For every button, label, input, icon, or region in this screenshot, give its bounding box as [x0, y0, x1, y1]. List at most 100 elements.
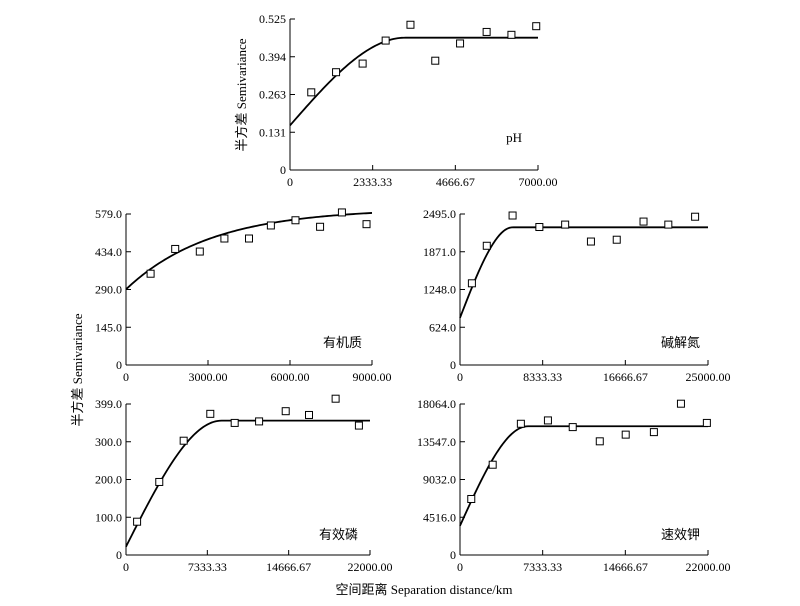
data-point: [595, 437, 604, 446]
x-tick-label: 16666.67: [603, 370, 648, 384]
x-tick-label: 3000.00: [189, 370, 228, 384]
y-tick-label: 100.0: [95, 510, 122, 524]
data-point: [649, 428, 658, 437]
panel-name-label: pH: [506, 130, 522, 145]
x-tick-label: 6000.00: [271, 370, 310, 384]
data-point: [307, 88, 316, 97]
y-tick-label: 434.0: [95, 245, 122, 259]
data-point: [305, 410, 313, 419]
data-point: [220, 234, 229, 243]
x-tick-label: 8333.33: [523, 370, 562, 384]
data-point: [354, 421, 363, 430]
x-tick-label: 7333.33: [523, 560, 562, 574]
chart-panel-om: 0 145.0 290.0 434.0 579.0 0 3000.00 6000.00 9000…: [95, 207, 392, 384]
fitted-model-curve: [289, 36, 538, 127]
y-tick-label: 290.0: [95, 283, 122, 297]
data-point: [316, 222, 325, 231]
data-point: [639, 217, 648, 226]
x-tick-label: 4666.67: [436, 175, 475, 189]
y-tick-label: 399.0: [95, 397, 122, 411]
data-point: [195, 247, 204, 256]
fitted-model-curve: [125, 212, 373, 291]
y-tick-label: 0.394: [259, 50, 286, 64]
fitted-model-curve: [125, 419, 370, 548]
data-point: [516, 419, 525, 428]
data-point: [245, 234, 253, 243]
y-axis-label: 半方差 Semivariance: [234, 38, 249, 151]
y-tick-label: 579.0: [95, 207, 122, 221]
data-point: [331, 394, 340, 403]
data-point: [561, 220, 570, 229]
data-point: [543, 416, 552, 425]
x-tick-label: 25000.00: [686, 370, 731, 384]
x-tick-label: 0: [287, 175, 293, 189]
y-tick-label: 13547.0: [417, 435, 456, 449]
data-point: [612, 235, 621, 244]
data-point: [586, 237, 595, 246]
chart-panel-ak: 0 4516.0 9032.0 13547.0 18064.0 0 7333.33 14666…: [417, 397, 731, 574]
y-tick-label: 200.0: [95, 473, 122, 487]
data-point: [358, 59, 367, 68]
chart-panel-an: 0 624.0 1248.0 1871.0 2495.0 0 8333.33 16666.67…: [423, 207, 731, 384]
y-tick-label: 300.0: [95, 435, 122, 449]
y-tick-label: 4516.0: [423, 510, 456, 524]
y-tick-label: 0: [450, 548, 456, 562]
data-point: [332, 68, 341, 77]
data-point: [532, 22, 541, 31]
y-tick-label: 1248.0: [423, 283, 456, 297]
data-point: [467, 279, 476, 288]
shared-y-axis-label: 半方差 Semivariance: [70, 313, 85, 426]
y-tick-label: 1871.0: [423, 245, 456, 259]
x-tick-label: 0: [123, 560, 129, 574]
data-point: [281, 407, 290, 416]
panel-name-label: 有效磷: [319, 527, 358, 542]
y-tick-label: 2495.0: [423, 207, 456, 221]
data-point: [568, 423, 577, 432]
data-point: [482, 241, 491, 250]
x-tick-label: 22000.00: [686, 560, 731, 574]
x-tick-label: 14666.67: [603, 560, 648, 574]
data-point: [230, 418, 239, 427]
data-point: [488, 460, 497, 469]
y-tick-label: 0.525: [259, 12, 286, 26]
data-point: [133, 517, 142, 526]
data-point: [179, 436, 188, 445]
y-tick-label: 18064.0: [417, 397, 456, 411]
data-point: [171, 244, 180, 253]
data-point: [467, 494, 476, 503]
fitted-model-curve: [459, 226, 708, 319]
x-tick-label: 7000.00: [519, 175, 558, 189]
panel-name-label: 速效钾: [661, 527, 700, 542]
y-tick-label: 0: [280, 163, 286, 177]
panel-name-label: 碱解氮: [661, 335, 700, 350]
data-point: [337, 208, 346, 217]
y-tick-label: 0: [116, 548, 122, 562]
x-tick-label: 0: [123, 370, 129, 384]
data-point: [691, 212, 700, 221]
data-point: [621, 430, 630, 439]
data-point: [431, 56, 440, 65]
data-point: [507, 30, 516, 39]
data-point: [406, 20, 415, 29]
x-tick-label: 22000.00: [348, 560, 393, 574]
y-tick-label: 0.263: [259, 88, 286, 102]
y-tick-label: 145.0: [95, 320, 122, 334]
data-point: [664, 220, 673, 229]
data-point: [266, 221, 275, 230]
x-tick-label: 9000.00: [353, 370, 392, 384]
x-tick-label: 0: [457, 370, 463, 384]
data-point: [508, 211, 517, 220]
data-point: [482, 27, 491, 36]
chart-panel-ph: 0 0.131 0.263 0.394 0.525 0 2333.33 4666.67 7000…: [234, 12, 558, 189]
x-tick-label: 0: [457, 560, 463, 574]
data-point: [146, 269, 155, 278]
data-point: [291, 216, 300, 225]
data-point: [676, 399, 685, 408]
fitted-model-curve: [459, 425, 708, 527]
y-tick-label: 0: [116, 358, 122, 372]
data-point: [456, 39, 465, 48]
y-tick-label: 0.131: [259, 125, 286, 139]
x-tick-label: 14666.67: [266, 560, 311, 574]
data-point: [255, 417, 264, 426]
